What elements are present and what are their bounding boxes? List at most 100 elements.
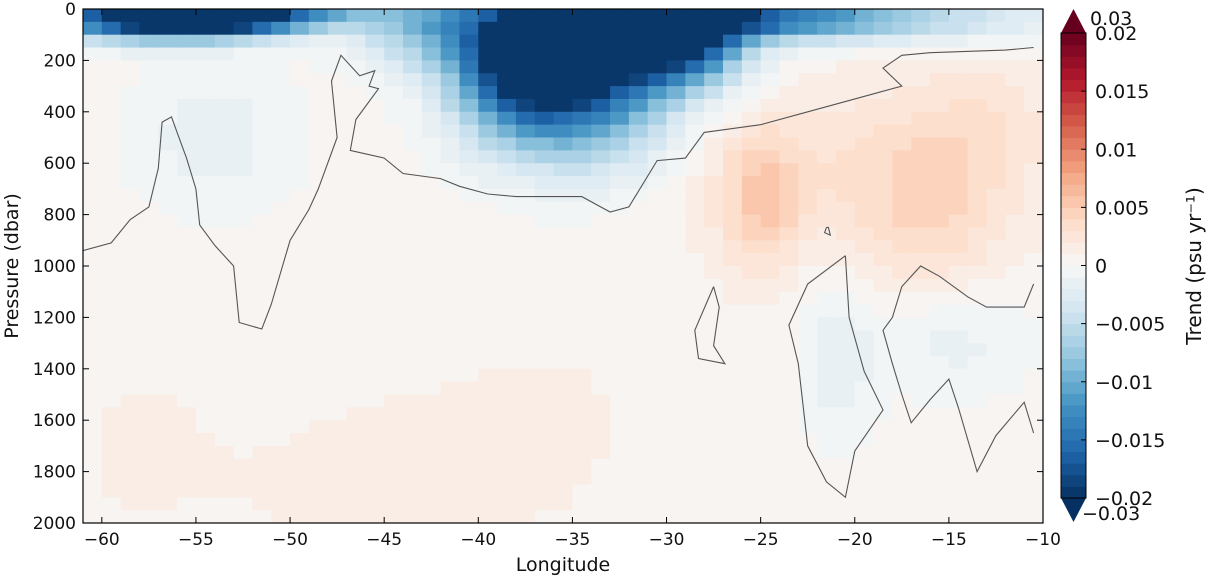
heatmap-cell xyxy=(892,381,912,396)
heatmap-cell xyxy=(798,304,818,318)
heatmap-cell xyxy=(478,163,498,177)
heatmap-cell xyxy=(271,9,291,23)
heatmap-cell xyxy=(534,368,555,383)
heatmap-cell xyxy=(610,291,630,306)
heatmap-cell xyxy=(271,124,291,139)
heatmap-cell xyxy=(591,343,611,357)
heatmap-cell xyxy=(515,330,536,344)
heatmap-cell xyxy=(384,137,404,151)
heatmap-cell xyxy=(1024,407,1043,421)
heatmap-cell xyxy=(723,445,743,460)
heatmap-cell xyxy=(83,227,103,241)
heatmap-cell xyxy=(158,330,178,344)
heatmap-cell xyxy=(572,21,592,36)
heatmap-cell xyxy=(308,278,329,293)
heatmap-cell xyxy=(534,497,555,511)
heatmap-cell xyxy=(478,60,498,74)
heatmap-cell xyxy=(572,458,592,473)
heatmap-cell xyxy=(1024,73,1043,87)
heatmap-cell xyxy=(195,407,216,421)
heatmap-cell xyxy=(835,330,856,344)
heatmap-cell xyxy=(139,445,159,460)
heatmap-cell xyxy=(685,330,705,344)
heatmap-cell xyxy=(252,34,272,49)
heatmap-cell xyxy=(440,381,461,396)
heatmap-cell xyxy=(817,137,837,151)
heatmap-cell xyxy=(497,227,517,241)
heatmap-cell xyxy=(798,253,818,267)
heatmap-cell xyxy=(704,137,724,151)
heatmap-cell xyxy=(647,188,668,203)
heatmap-cell xyxy=(760,176,781,190)
heatmap-cell xyxy=(835,201,856,216)
heatmap-cell xyxy=(685,60,705,74)
heatmap-cell xyxy=(195,73,216,87)
heatmap-cell xyxy=(628,86,649,100)
heatmap-cell xyxy=(1005,73,1025,87)
heatmap-cell xyxy=(139,253,159,267)
heatmap-cell xyxy=(421,163,442,177)
heatmap-cell xyxy=(666,124,686,139)
heatmap-cell xyxy=(628,150,649,164)
heatmap-cell xyxy=(704,291,724,306)
heatmap-cell xyxy=(553,266,574,280)
heatmap-cell xyxy=(459,137,479,151)
heatmap-cell xyxy=(553,433,574,447)
heatmap-cell xyxy=(83,471,103,486)
heatmap-cell xyxy=(252,407,272,421)
heatmap-cell xyxy=(553,21,574,36)
heatmap-cell xyxy=(195,21,216,36)
heatmap-cell xyxy=(384,201,404,216)
heatmap-cell xyxy=(308,291,329,306)
heatmap-cell xyxy=(534,86,555,100)
heatmap-cell xyxy=(515,497,536,511)
heatmap-cell xyxy=(290,86,310,100)
heatmap-cell xyxy=(346,355,366,370)
heatmap-cell xyxy=(497,355,517,370)
heatmap-cell xyxy=(290,98,310,113)
heatmap-cell xyxy=(798,497,818,511)
heatmap-cell xyxy=(233,188,254,203)
heatmap-cell xyxy=(835,394,856,408)
heatmap-cell xyxy=(403,420,423,434)
heatmap-cell xyxy=(967,317,988,331)
heatmap-cell xyxy=(365,330,385,344)
heatmap-cell xyxy=(440,330,461,344)
heatmap-cell xyxy=(497,291,517,306)
heatmap-cell xyxy=(233,407,254,421)
heatmap-cell xyxy=(1005,9,1025,23)
heatmap-cell xyxy=(83,21,103,36)
heatmap-cell xyxy=(403,368,423,383)
heatmap-cell xyxy=(233,73,254,87)
heatmap-cell xyxy=(892,510,912,523)
heatmap-cell xyxy=(1024,34,1043,49)
heatmap-cell xyxy=(120,445,141,460)
heatmap-cell xyxy=(741,394,762,408)
heatmap-cell xyxy=(327,150,348,164)
heatmap-cell xyxy=(854,407,875,421)
heatmap-cell xyxy=(911,98,931,113)
heatmap-cell xyxy=(459,124,479,139)
heatmap-cell xyxy=(666,484,686,498)
heatmap-cell xyxy=(873,445,894,460)
heatmap-cell xyxy=(515,355,536,370)
heatmap-cell xyxy=(911,124,931,139)
heatmap-cell xyxy=(515,394,536,408)
heatmap-cell xyxy=(930,227,950,241)
heatmap-cell xyxy=(647,60,668,74)
heatmap-cell xyxy=(120,278,141,293)
heatmap-cell xyxy=(233,381,254,396)
heatmap-cell xyxy=(83,253,103,267)
heatmap-cell xyxy=(497,484,517,498)
heatmap-cell xyxy=(497,21,517,36)
heatmap-cell xyxy=(384,330,404,344)
heatmap-cell xyxy=(779,86,799,100)
y-tick-label: 0 xyxy=(65,0,76,20)
heatmap-cell xyxy=(854,484,875,498)
heatmap-cell xyxy=(1005,368,1025,383)
heatmap-cell xyxy=(515,343,536,357)
heatmap-cell xyxy=(214,343,235,357)
heatmap-cell xyxy=(327,86,348,100)
heatmap-cell xyxy=(610,510,630,523)
heatmap-cell xyxy=(101,471,122,486)
